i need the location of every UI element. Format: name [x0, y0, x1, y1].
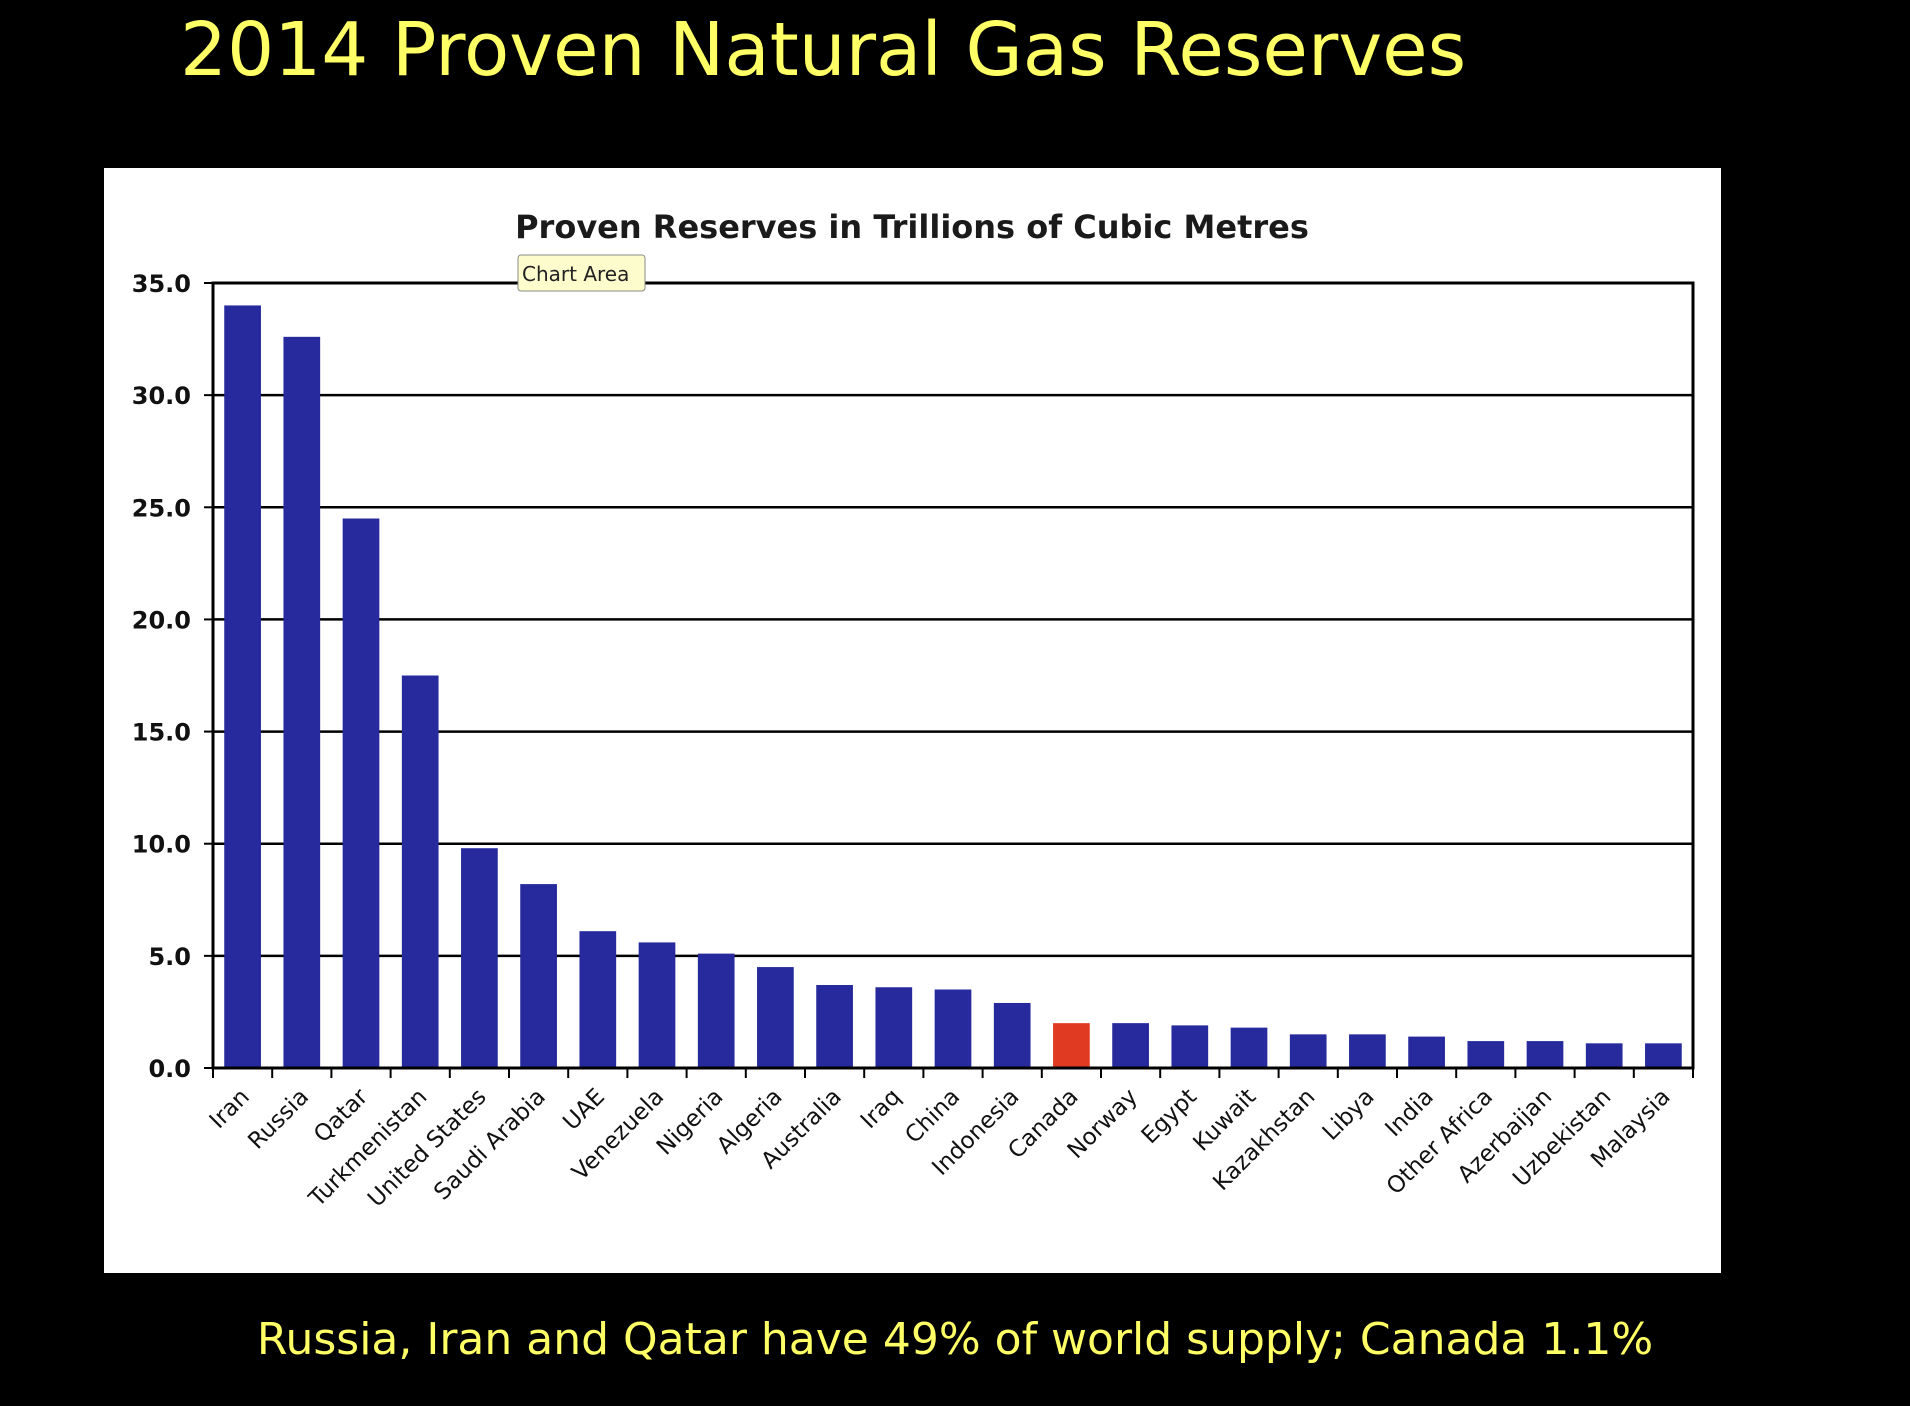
x-category-label: Iran	[205, 1084, 255, 1134]
bar-algeria	[757, 967, 794, 1068]
bar-russia	[283, 336, 321, 1068]
slide-title: 2014 Proven Natural Gas Reserves	[180, 7, 1467, 93]
slide-caption: Russia, Iran and Qatar have 49% of world…	[256, 1314, 1654, 1365]
x-category-label: UAE	[558, 1084, 610, 1136]
bar-china	[934, 989, 972, 1068]
bar-turkmenistan	[401, 675, 439, 1068]
y-tick-label: 0.0	[148, 1055, 191, 1083]
bar-saudi-arabia	[520, 884, 557, 1068]
x-category-label: Iraq	[856, 1084, 906, 1134]
bar-uzbekistan	[1585, 1043, 1623, 1068]
bar-iraq	[875, 987, 913, 1068]
bar-other-africa	[1467, 1041, 1505, 1068]
bar-india	[1408, 1036, 1445, 1068]
bar-qatar	[342, 518, 380, 1068]
x-category-label: Libya	[1318, 1084, 1380, 1146]
bar-canada	[1053, 1023, 1090, 1068]
x-category-label: Nigeria	[652, 1084, 729, 1161]
y-tick-label: 20.0	[132, 606, 191, 634]
plot-area-border	[211, 281, 1695, 1070]
y-tick-label: 15.0	[132, 719, 191, 747]
y-tick-label: 25.0	[132, 494, 191, 522]
y-axis-tick-labels: 0.0 5.0 10.0 15.0 20.0 25.0 30.0 35.0	[132, 270, 191, 1083]
bar-australia	[816, 985, 853, 1068]
bar-kazakhstan	[1289, 1034, 1327, 1068]
bar-nigeria	[697, 953, 735, 1068]
y-tick-label: 5.0	[148, 943, 191, 971]
tooltip-text: Chart Area	[522, 262, 629, 286]
x-category-label: Russia	[243, 1084, 314, 1155]
bar-indonesia	[993, 1002, 1031, 1068]
bar-libya	[1349, 1034, 1386, 1068]
y-tick-label: 30.0	[132, 382, 191, 410]
bar-iran	[224, 305, 261, 1068]
bar-malaysia	[1645, 1043, 1682, 1068]
bar-kuwait	[1230, 1027, 1268, 1068]
bar-norway	[1112, 1023, 1149, 1068]
bar-egypt	[1171, 1025, 1209, 1068]
bar-united-states	[461, 848, 498, 1068]
tooltip-box	[517, 254, 646, 292]
axes	[204, 281, 1695, 1078]
bar-azerbaijan	[1526, 1041, 1564, 1068]
chart-area-tooltip: Chart Area	[517, 254, 646, 292]
chart-title: Proven Reserves in Trillions of Cubic Me…	[515, 208, 1309, 246]
chart-area[interactable]: Proven Reserves in Trillions of Cubic Me…	[104, 168, 1721, 1273]
bars	[224, 305, 1682, 1068]
bar-venezuela	[638, 942, 676, 1068]
y-tick-label: 10.0	[132, 831, 191, 859]
bar-chart: Proven Reserves in Trillions of Cubic Me…	[132, 208, 1695, 1213]
bar-uae	[579, 931, 617, 1068]
y-tick-label: 35.0	[132, 270, 191, 298]
